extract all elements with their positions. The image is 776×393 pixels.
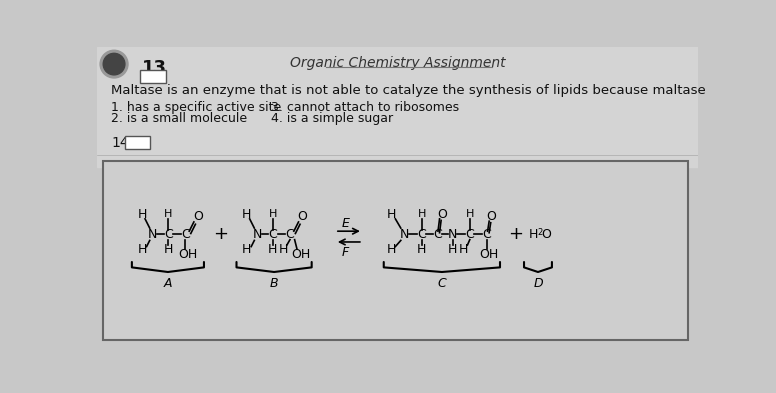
- Text: +: +: [508, 225, 523, 243]
- Circle shape: [103, 53, 125, 75]
- Text: H: H: [137, 208, 147, 221]
- Text: 14.: 14.: [111, 136, 133, 150]
- Text: H: H: [448, 243, 457, 256]
- Text: H: H: [386, 208, 397, 221]
- Text: 13: 13: [142, 59, 167, 77]
- Text: H: H: [268, 209, 277, 219]
- Text: N: N: [448, 228, 457, 241]
- Text: Organic Chemistry Assignment: Organic Chemistry Assignment: [290, 57, 505, 70]
- Text: H: H: [417, 209, 426, 219]
- Text: C: C: [164, 228, 173, 241]
- Text: H: H: [417, 243, 427, 256]
- Bar: [97, 47, 698, 167]
- Circle shape: [100, 50, 128, 78]
- Text: H: H: [466, 209, 474, 219]
- Text: H: H: [459, 243, 468, 256]
- Text: H: H: [279, 243, 288, 256]
- Text: N: N: [148, 228, 158, 241]
- Text: F: F: [342, 246, 349, 259]
- Text: 2: 2: [538, 228, 543, 237]
- Text: +: +: [213, 225, 228, 243]
- Text: C: C: [286, 228, 294, 241]
- Text: OH: OH: [178, 248, 197, 261]
- Bar: [125, 136, 150, 149]
- Text: D: D: [533, 277, 542, 290]
- Bar: [103, 161, 688, 340]
- Text: H: H: [242, 243, 251, 256]
- Text: H: H: [268, 243, 278, 256]
- Text: 3. cannot attach to ribosomes: 3. cannot attach to ribosomes: [272, 101, 459, 114]
- Text: H: H: [242, 208, 251, 221]
- Text: C: C: [181, 228, 189, 241]
- Text: N: N: [400, 228, 410, 241]
- Text: O: O: [297, 210, 307, 223]
- Text: N: N: [253, 228, 262, 241]
- Text: 2. is a small molecule: 2. is a small molecule: [111, 112, 247, 125]
- Text: O: O: [192, 210, 203, 223]
- Text: Maltase is an enzyme that is not able to catalyze the synthesis of lipids becaus: Maltase is an enzyme that is not able to…: [111, 84, 705, 97]
- Text: O: O: [541, 228, 551, 241]
- Text: A: A: [164, 277, 172, 290]
- Text: E: E: [342, 217, 350, 230]
- Text: C: C: [466, 228, 474, 241]
- Text: H: H: [137, 243, 147, 256]
- Text: C: C: [417, 228, 426, 241]
- Text: OH: OH: [291, 248, 310, 261]
- Text: OH: OH: [480, 248, 499, 261]
- Text: H: H: [528, 228, 538, 241]
- Text: C: C: [433, 228, 442, 241]
- Text: O: O: [437, 208, 447, 221]
- Text: 1. has a specific active site: 1. has a specific active site: [111, 101, 281, 114]
- Text: H: H: [164, 209, 172, 219]
- Text: C: C: [268, 228, 277, 241]
- Text: H: H: [386, 243, 397, 256]
- Text: O: O: [487, 210, 497, 223]
- Bar: [140, 70, 166, 83]
- Text: B: B: [269, 277, 278, 290]
- Text: 4. is a simple sugar: 4. is a simple sugar: [272, 112, 393, 125]
- Text: H: H: [164, 243, 173, 256]
- Text: C: C: [483, 228, 491, 241]
- Text: C: C: [438, 277, 446, 290]
